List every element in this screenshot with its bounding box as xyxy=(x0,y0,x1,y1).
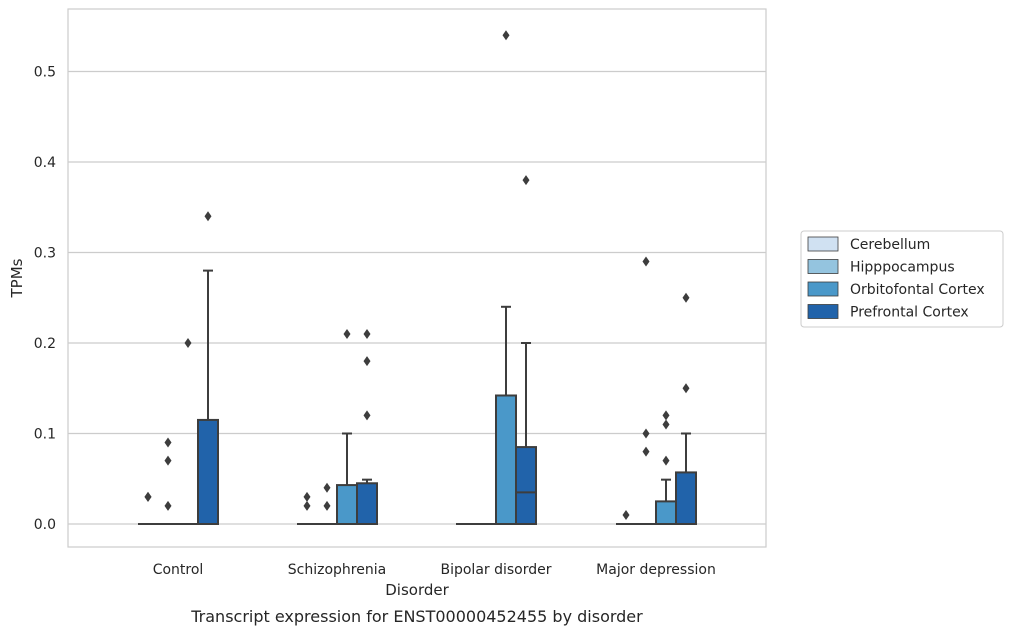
box-prefrontal-cortex xyxy=(515,175,537,526)
x-tick-labels: Control Schizophrenia Bipolar disorder Majo… xyxy=(153,562,716,578)
y-tick-label: 0.0 xyxy=(34,517,56,533)
legend-swatch xyxy=(807,304,839,319)
box-orbitofontal-cortex xyxy=(655,410,677,525)
box-body xyxy=(336,484,358,525)
box-prefrontal-cortex xyxy=(675,292,697,526)
outlier-point xyxy=(204,211,212,222)
box-body xyxy=(515,446,537,526)
legend-label: Hipppocampus xyxy=(850,260,955,276)
legend-label: Cerebellum xyxy=(850,237,930,253)
outlier-point xyxy=(642,446,650,457)
x-tick-label: Schizophrenia xyxy=(288,562,386,578)
box-hipppocampus xyxy=(317,482,337,525)
box-cerebellum xyxy=(616,509,636,525)
box-body xyxy=(655,500,677,525)
y-tick-label: 0.1 xyxy=(34,427,56,443)
y-axis-label: TPMs xyxy=(8,258,26,298)
box-body xyxy=(675,471,697,526)
box-cerebellum xyxy=(297,491,317,525)
outlier-point xyxy=(164,455,172,466)
box-prefrontal-cortex xyxy=(356,328,378,525)
outlier-point xyxy=(323,482,331,493)
outlier-point xyxy=(662,410,670,421)
y-tick-label: 0.5 xyxy=(34,65,56,81)
outlier-point xyxy=(682,292,690,303)
outlier-point xyxy=(363,328,371,339)
legend-swatch xyxy=(807,259,839,274)
box-body xyxy=(197,418,219,525)
outlier-point xyxy=(343,328,351,339)
outlier-point xyxy=(184,338,192,348)
box-prefrontal-cortex xyxy=(197,211,219,525)
outlier-point xyxy=(622,509,630,520)
outlier-point xyxy=(502,30,510,41)
box-orbitofontal-cortex xyxy=(336,328,358,525)
outlier-point xyxy=(642,256,650,267)
outlier-point xyxy=(522,175,530,186)
box-hipppocampus xyxy=(158,437,178,525)
box-body xyxy=(356,482,378,525)
x-tick-label: Control xyxy=(153,562,204,578)
outlier-point xyxy=(363,356,371,367)
box-body xyxy=(495,394,517,525)
legend-label: Prefrontal Cortex xyxy=(850,305,969,321)
legend-label: Orbitofontal Cortex xyxy=(850,282,985,298)
box-hipppocampus xyxy=(636,256,656,525)
y-tick-labels: 0.0 0.1 0.2 0.3 0.4 0.5 xyxy=(34,65,56,534)
outlier-point xyxy=(323,500,331,511)
outlier-point xyxy=(303,491,311,502)
box-orbitofontal-cortex xyxy=(178,338,198,525)
chart-caption: Transcript expression for ENST0000045245… xyxy=(190,607,643,626)
x-tick-label: Bipolar disorder xyxy=(440,562,551,578)
y-tick-label: 0.2 xyxy=(34,336,56,352)
outlier-point xyxy=(662,419,670,430)
box-orbitofontal-cortex xyxy=(495,30,517,525)
x-axis-label: Disorder xyxy=(385,581,449,599)
outlier-point xyxy=(303,500,311,511)
outlier-point xyxy=(164,437,172,448)
box-cerebellum xyxy=(138,491,158,525)
y-tick-label: 0.4 xyxy=(34,155,56,171)
outlier-point xyxy=(363,410,371,421)
legend: Cerebellum Hipppocampus Orbitofontal Corte… xyxy=(800,230,1004,328)
outlier-point xyxy=(682,383,690,394)
legend-swatch xyxy=(807,236,839,252)
outlier-point xyxy=(164,500,172,511)
y-tick-label: 0.3 xyxy=(34,246,56,262)
outlier-point xyxy=(662,455,670,466)
outlier-point xyxy=(144,491,152,502)
legend-swatch xyxy=(807,281,839,297)
x-tick-label: Major depression xyxy=(596,562,716,578)
outlier-point xyxy=(642,428,650,439)
legend-frame xyxy=(800,230,1004,328)
plot-area xyxy=(67,8,767,548)
boxes xyxy=(138,30,697,526)
